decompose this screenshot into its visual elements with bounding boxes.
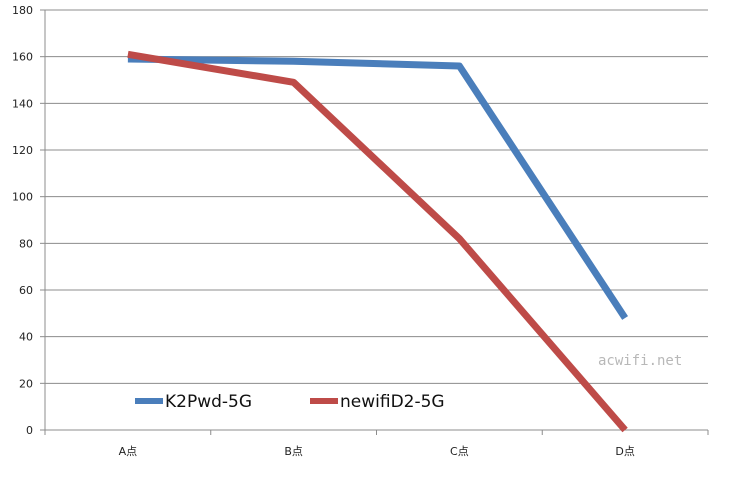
y-tick-label: 120 bbox=[12, 144, 33, 157]
grid-lines bbox=[45, 9, 708, 384]
y-tick-label: 160 bbox=[12, 51, 33, 64]
series-line-1 bbox=[127, 55, 629, 320]
y-tick-label: 0 bbox=[26, 424, 33, 437]
y-tick-label: 60 bbox=[19, 284, 33, 297]
x-tick-label: B点 bbox=[284, 445, 303, 458]
legend-label: K2Pwd-5G bbox=[165, 392, 252, 412]
x-tick-label: D点 bbox=[615, 445, 634, 458]
series-line-2 bbox=[127, 50, 628, 433]
watermark-text: acwifi.net bbox=[598, 353, 682, 369]
x-tick-label: A点 bbox=[119, 445, 138, 458]
y-tick-label: 100 bbox=[12, 191, 33, 204]
x-axis-tick-labels: A点 B点 C点 D点 bbox=[119, 445, 635, 458]
legend: K2Pwd-5G newifiD2-5G bbox=[135, 392, 445, 412]
y-axis-tick-labels: 0 20 40 60 80 100 120 140 160 180 bbox=[12, 4, 33, 437]
y-tick-label: 20 bbox=[19, 377, 33, 390]
y-tick-label: 80 bbox=[19, 237, 33, 250]
axes bbox=[40, 9, 709, 435]
x-tick-label: C点 bbox=[450, 445, 469, 458]
y-tick-label: 40 bbox=[19, 331, 33, 344]
y-tick-label: 180 bbox=[12, 4, 33, 17]
legend-label: newifiD2-5G bbox=[340, 392, 445, 412]
data-series bbox=[127, 50, 629, 433]
y-tick-label: 140 bbox=[12, 97, 33, 110]
